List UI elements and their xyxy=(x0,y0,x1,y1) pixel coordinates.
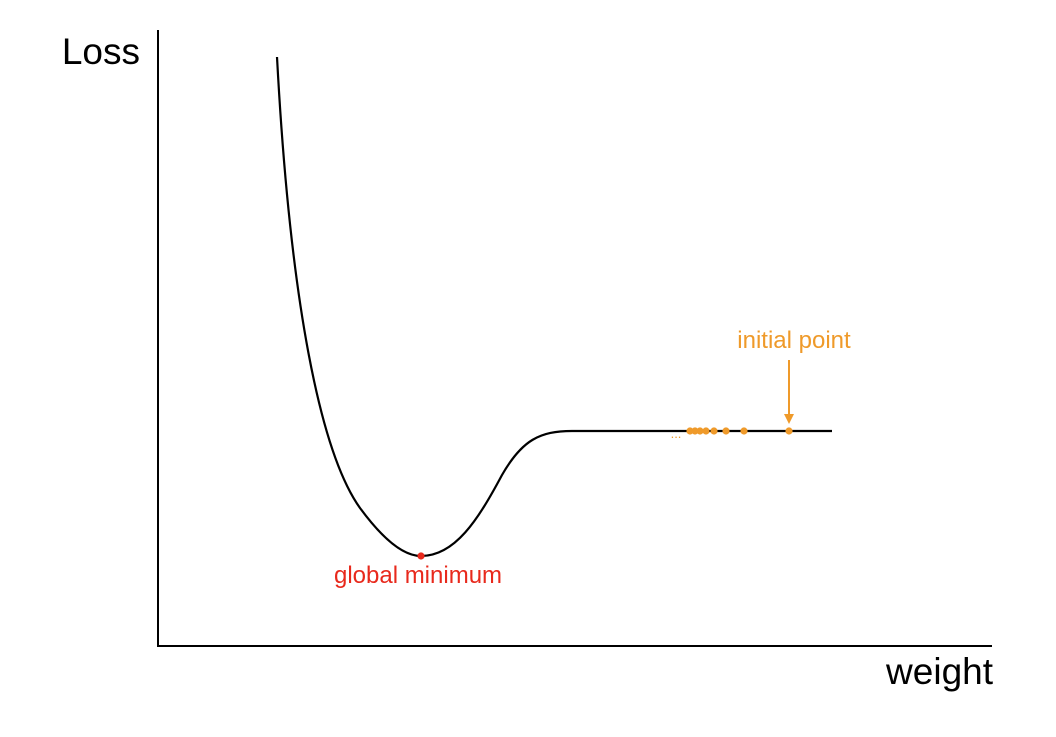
loss-curve xyxy=(275,56,832,558)
descent-step-5 xyxy=(696,427,704,435)
descent-step-4 xyxy=(702,427,710,435)
descent-step-1 xyxy=(740,427,748,435)
descent-step-3 xyxy=(710,427,718,435)
initial-point-arrow-head xyxy=(784,414,794,424)
global-minimum-point xyxy=(417,552,425,560)
descent-step-2 xyxy=(722,427,730,435)
x-axis-label: weight xyxy=(885,651,994,692)
y-axis-label: Loss xyxy=(62,31,140,72)
descent-step-6 xyxy=(691,427,699,435)
global-minimum-label: global minimum xyxy=(334,562,502,589)
descent-ellipsis: ... xyxy=(671,426,682,441)
descent-step-7 xyxy=(686,427,694,435)
initial-point xyxy=(785,427,793,435)
initial-point-label: initial point xyxy=(737,327,851,354)
